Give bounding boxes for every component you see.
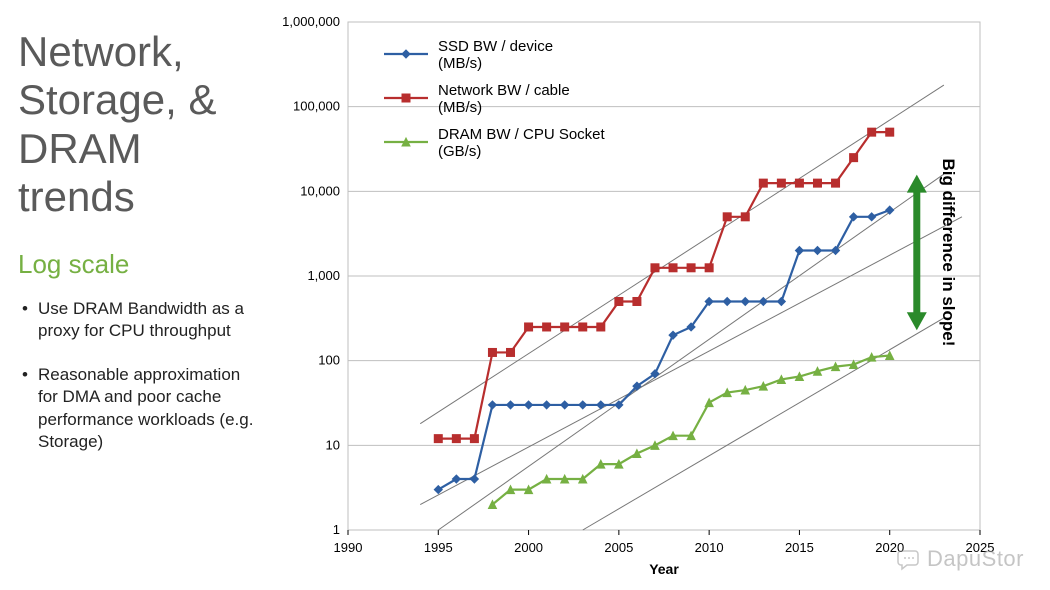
svg-text:1,000,000: 1,000,000	[282, 14, 340, 29]
svg-text:1990: 1990	[334, 540, 363, 555]
svg-text:10: 10	[326, 437, 340, 452]
svg-text:Big difference in slope!: Big difference in slope!	[939, 158, 958, 346]
svg-text:2025: 2025	[966, 540, 995, 555]
svg-text:1,000: 1,000	[307, 268, 340, 283]
svg-text:100,000: 100,000	[293, 99, 340, 114]
svg-text:100: 100	[318, 353, 340, 368]
svg-text:SSD BW / device: SSD BW / device	[438, 38, 553, 55]
bandwidth-trends-chart: 1 10 100 1,000 10,000 100,000 1,000,000 1990 199…	[270, 10, 1040, 580]
svg-text:(MB/s): (MB/s)	[438, 99, 482, 116]
svg-text:2015: 2015	[785, 540, 814, 555]
svg-text:1: 1	[333, 522, 340, 537]
bullet-dma-approx: Reasonable approximation for DMA and poo…	[18, 364, 256, 452]
svg-text:2010: 2010	[695, 540, 724, 555]
svg-text:(MB/s): (MB/s)	[438, 55, 482, 72]
bullet-dram-proxy: Use DRAM Bandwidth as a proxy for CPU th…	[18, 298, 256, 342]
svg-text:Network BW / cable: Network BW / cable	[438, 82, 570, 99]
svg-text:2020: 2020	[875, 540, 904, 555]
svg-text:DRAM BW / CPU Socket: DRAM BW / CPU Socket	[438, 126, 606, 143]
svg-text:10,000: 10,000	[300, 183, 340, 198]
page-title: Network, Storage, & DRAM trends	[18, 28, 256, 221]
svg-text:2000: 2000	[514, 540, 543, 555]
svg-text:2005: 2005	[604, 540, 633, 555]
subtitle-log-scale: Log scale	[18, 249, 256, 280]
svg-text:(GB/s): (GB/s)	[438, 143, 481, 160]
svg-text:1995: 1995	[424, 540, 453, 555]
svg-text:Year: Year	[649, 561, 679, 577]
